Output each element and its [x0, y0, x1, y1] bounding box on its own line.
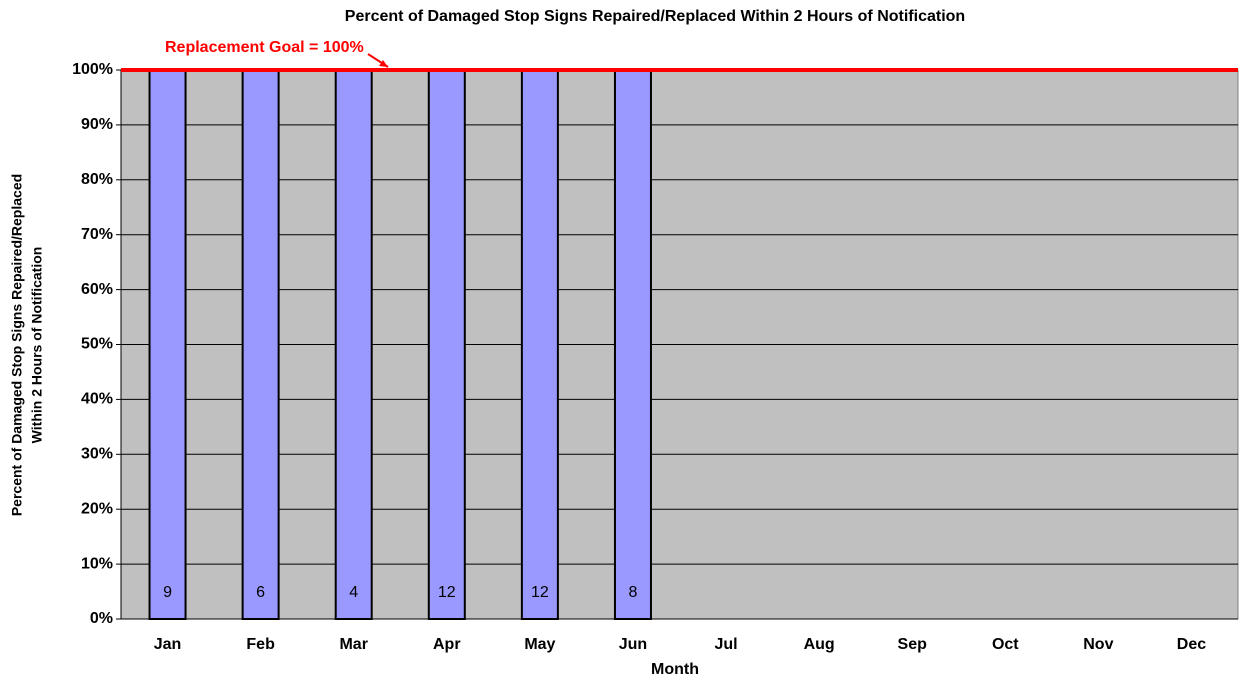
bar — [148, 69, 187, 620]
bar — [520, 69, 559, 620]
x-tick-label: Nov — [1083, 636, 1113, 653]
y-tick-label: 10% — [81, 555, 113, 572]
y-tick-label: 0% — [90, 610, 113, 627]
x-tick-label: Apr — [433, 636, 461, 653]
y-tick-label: 50% — [81, 336, 113, 353]
x-tick-label: Mar — [339, 636, 367, 653]
x-tick-label: May — [524, 636, 555, 653]
x-tick-label: Aug — [804, 636, 835, 653]
x-tick-label: Jan — [154, 636, 182, 653]
y-tick-label: 70% — [81, 226, 113, 243]
count-label: 4 — [349, 584, 358, 601]
y-axis-label: Percent of Damaged Stop Signs Repaired/R… — [9, 174, 45, 516]
x-axis-label: Month — [651, 661, 699, 678]
y-tick-label: 30% — [81, 446, 113, 463]
x-tick-label: Dec — [1177, 636, 1206, 653]
bar — [334, 69, 373, 620]
y-tick-label: 90% — [81, 116, 113, 133]
bar — [613, 69, 652, 620]
x-tick-label: Feb — [246, 636, 275, 653]
y-tick-label: 100% — [72, 61, 113, 78]
count-label: 12 — [531, 584, 549, 601]
bar — [241, 69, 280, 620]
y-tick-label: 40% — [81, 391, 113, 408]
count-label: 9 — [163, 584, 172, 601]
y-tick-label: 60% — [81, 281, 113, 298]
x-tick-label: Jul — [714, 636, 737, 653]
count-label: 6 — [256, 584, 265, 601]
goal-arrowhead — [379, 60, 388, 67]
x-tick-label: Sep — [898, 636, 928, 653]
y-axis-label-line: Percent of Damaged Stop Signs Repaired/R… — [9, 174, 25, 516]
y-tick-label: 80% — [81, 171, 113, 188]
count-label: 8 — [629, 584, 638, 601]
y-axis-label-line: Within 2 Hours of Notification — [29, 247, 45, 444]
chart-title: Percent of Damaged Stop Signs Repaired/R… — [345, 8, 965, 25]
x-tick-label: Oct — [992, 636, 1019, 653]
y-tick-label: 20% — [81, 500, 113, 517]
goal-annotation: Replacement Goal = 100% — [165, 39, 364, 56]
bar — [427, 69, 466, 620]
count-label: 12 — [438, 584, 456, 601]
x-tick-label: Jun — [619, 636, 647, 653]
